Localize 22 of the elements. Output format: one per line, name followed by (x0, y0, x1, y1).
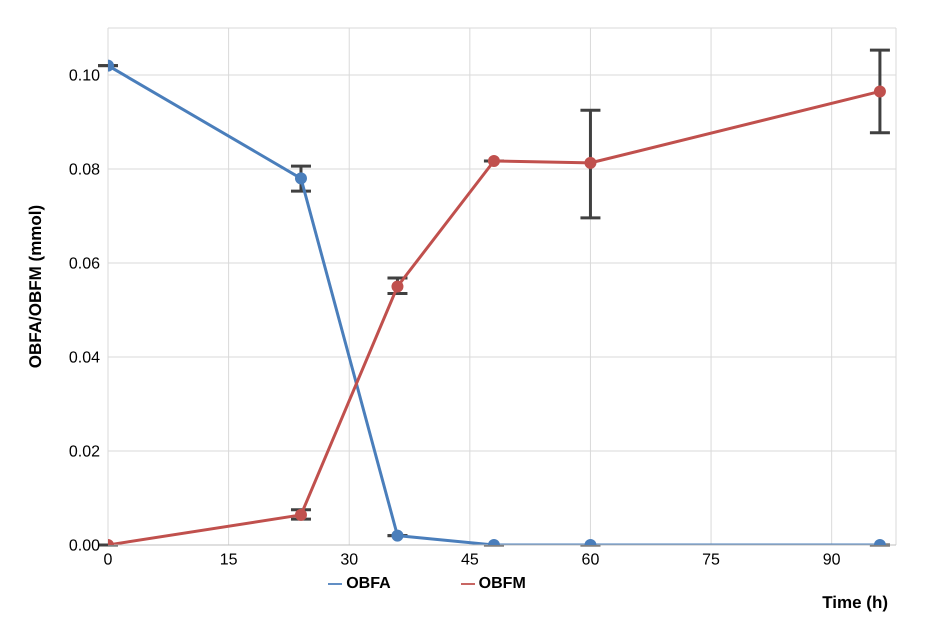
point (584, 156, 596, 169)
y-tick-label: 0.02 (68, 444, 100, 461)
y-tick-label: 0.04 (68, 350, 100, 367)
y-tick-label: 0.10 (68, 68, 100, 85)
x-tick-label: 0 (104, 551, 113, 568)
x-tick-label: 30 (340, 551, 358, 568)
x-tick-label: 75 (702, 551, 720, 568)
y-tick-label: 0.00 (68, 538, 100, 555)
x-axis-title: Time (h) (822, 593, 888, 613)
x-tick-label: 45 (460, 551, 479, 568)
y-tick-label: 0.08 (68, 162, 100, 179)
x-tick-label: 15 (220, 551, 238, 568)
legend-label: OBFA (346, 575, 391, 592)
x-tick-label: 90 (822, 551, 841, 568)
y-tick-label: 0.06 (68, 256, 100, 273)
legend-label: OBFM (478, 575, 526, 592)
point (874, 85, 886, 98)
point (294, 172, 307, 184)
x-tick-label: 60 (582, 551, 600, 568)
point (391, 280, 404, 292)
y-axis-title: OBFA/OBFM (mmol) (26, 204, 46, 368)
point (488, 155, 500, 168)
